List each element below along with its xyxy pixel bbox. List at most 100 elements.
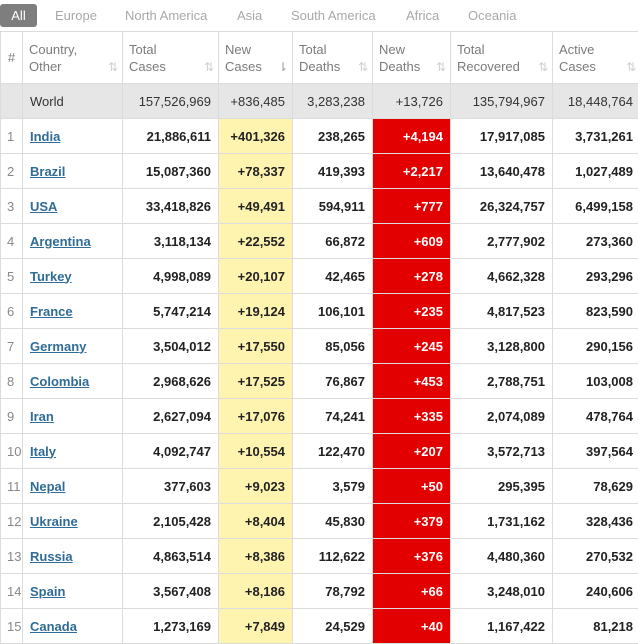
total-cases-cell: 3,567,408 xyxy=(123,574,219,609)
total-deaths-cell: 24,529 xyxy=(293,609,373,644)
total-deaths-cell: 3,579 xyxy=(293,469,373,504)
country-link[interactable]: Italy xyxy=(30,444,56,459)
country-link[interactable]: Argentina xyxy=(30,234,91,249)
country-link[interactable]: Spain xyxy=(30,584,65,599)
country-link[interactable]: France xyxy=(30,304,73,319)
country-cell: Colombia xyxy=(23,364,123,399)
header-total-deaths[interactable]: Total Deaths ⇅ xyxy=(293,32,373,84)
total-recovered-cell: 1,731,162 xyxy=(451,504,553,539)
active-cases-cell: 397,564 xyxy=(553,434,638,469)
sort-icon[interactable]: ⇅ xyxy=(204,60,212,74)
covid-stats-table: # Country, Other ⇅ Total Cases ⇅ New Cas… xyxy=(0,31,638,644)
new-cases-cell: +401,326 xyxy=(219,119,293,154)
total-deaths-cell: 419,393 xyxy=(293,154,373,189)
tab-all[interactable]: All xyxy=(0,4,37,27)
country-link[interactable]: Nepal xyxy=(30,479,65,494)
tab-north-america[interactable]: North America xyxy=(125,4,207,27)
country-link[interactable]: Canada xyxy=(30,619,77,634)
sort-icon[interactable]: ⇅ xyxy=(626,60,634,74)
header-active-cases[interactable]: Active Cases ⇅ xyxy=(553,32,638,84)
row-number: 12 xyxy=(1,504,23,539)
tab-oceania[interactable]: Oceania xyxy=(468,4,516,27)
header-total-cases[interactable]: Total Cases ⇅ xyxy=(123,32,219,84)
active-cases-cell: 270,532 xyxy=(553,539,638,574)
sort-icon[interactable]: ⇅ xyxy=(108,60,116,74)
row-number: 11 xyxy=(1,469,23,504)
world-active-cases: 18,448,764 xyxy=(553,84,638,119)
country-link[interactable]: Ukraine xyxy=(30,514,78,529)
new-deaths-cell: +2,217 xyxy=(373,154,451,189)
total-cases-cell: 1,273,169 xyxy=(123,609,219,644)
sort-descending-icon[interactable]: ⇂ xyxy=(278,60,286,74)
country-link[interactable]: Germany xyxy=(30,339,86,354)
total-deaths-cell: 74,241 xyxy=(293,399,373,434)
country-link[interactable]: Iran xyxy=(30,409,54,424)
country-link[interactable]: India xyxy=(30,129,60,144)
row-number: 13 xyxy=(1,539,23,574)
new-cases-cell: +7,849 xyxy=(219,609,293,644)
tab-europe[interactable]: Europe xyxy=(55,4,97,27)
new-deaths-cell: +777 xyxy=(373,189,451,224)
total-deaths-cell: 238,265 xyxy=(293,119,373,154)
country-cell: France xyxy=(23,294,123,329)
new-cases-cell: +17,550 xyxy=(219,329,293,364)
new-deaths-cell: +50 xyxy=(373,469,451,504)
active-cases-cell: 3,731,261 xyxy=(553,119,638,154)
tab-south-america[interactable]: South America xyxy=(291,4,376,27)
row-number: 3 xyxy=(1,189,23,224)
total-deaths-cell: 594,911 xyxy=(293,189,373,224)
new-deaths-cell: +66 xyxy=(373,574,451,609)
tab-asia[interactable]: Asia xyxy=(237,4,262,27)
header-country[interactable]: Country, Other ⇅ xyxy=(23,32,123,84)
country-cell: Russia xyxy=(23,539,123,574)
row-number: 4 xyxy=(1,224,23,259)
total-recovered-cell: 3,248,010 xyxy=(451,574,553,609)
total-recovered-cell: 1,167,422 xyxy=(451,609,553,644)
country-cell: Italy xyxy=(23,434,123,469)
country-cell: Argentina xyxy=(23,224,123,259)
sort-icon[interactable]: ⇅ xyxy=(358,60,366,74)
world-label: World xyxy=(23,84,123,119)
total-recovered-cell: 3,572,713 xyxy=(451,434,553,469)
new-deaths-cell: +453 xyxy=(373,364,451,399)
total-recovered-cell: 26,324,757 xyxy=(451,189,553,224)
new-cases-cell: +20,107 xyxy=(219,259,293,294)
new-cases-cell: +78,337 xyxy=(219,154,293,189)
total-recovered-cell: 3,128,800 xyxy=(451,329,553,364)
total-deaths-cell: 85,056 xyxy=(293,329,373,364)
total-cases-cell: 4,998,089 xyxy=(123,259,219,294)
country-cell: Ukraine xyxy=(23,504,123,539)
row-number: 14 xyxy=(1,574,23,609)
new-deaths-cell: +235 xyxy=(373,294,451,329)
row-number: 8 xyxy=(1,364,23,399)
total-recovered-cell: 13,640,478 xyxy=(451,154,553,189)
sort-icon[interactable]: ⇅ xyxy=(436,60,444,74)
header-new-cases[interactable]: New Cases ⇂ xyxy=(219,32,293,84)
header-new-deaths[interactable]: New Deaths ⇅ xyxy=(373,32,451,84)
total-cases-cell: 377,603 xyxy=(123,469,219,504)
country-link[interactable]: Brazil xyxy=(30,164,65,179)
world-total-cases: 157,526,969 xyxy=(123,84,219,119)
country-cell: Iran xyxy=(23,399,123,434)
country-link[interactable]: Turkey xyxy=(30,269,72,284)
country-link[interactable]: Russia xyxy=(30,549,73,564)
new-deaths-cell: +278 xyxy=(373,259,451,294)
total-cases-cell: 5,747,214 xyxy=(123,294,219,329)
tab-africa[interactable]: Africa xyxy=(406,4,439,27)
world-new-deaths: +13,726 xyxy=(373,84,451,119)
country-link[interactable]: USA xyxy=(30,199,57,214)
new-deaths-cell: +245 xyxy=(373,329,451,364)
sort-icon[interactable]: ⇅ xyxy=(538,60,546,74)
new-cases-cell: +17,076 xyxy=(219,399,293,434)
new-deaths-cell: +207 xyxy=(373,434,451,469)
total-cases-cell: 4,863,514 xyxy=(123,539,219,574)
country-link[interactable]: Colombia xyxy=(30,374,89,389)
total-deaths-cell: 76,867 xyxy=(293,364,373,399)
new-cases-cell: +19,124 xyxy=(219,294,293,329)
header-total-recovered[interactable]: Total Recovered ⇅ xyxy=(451,32,553,84)
